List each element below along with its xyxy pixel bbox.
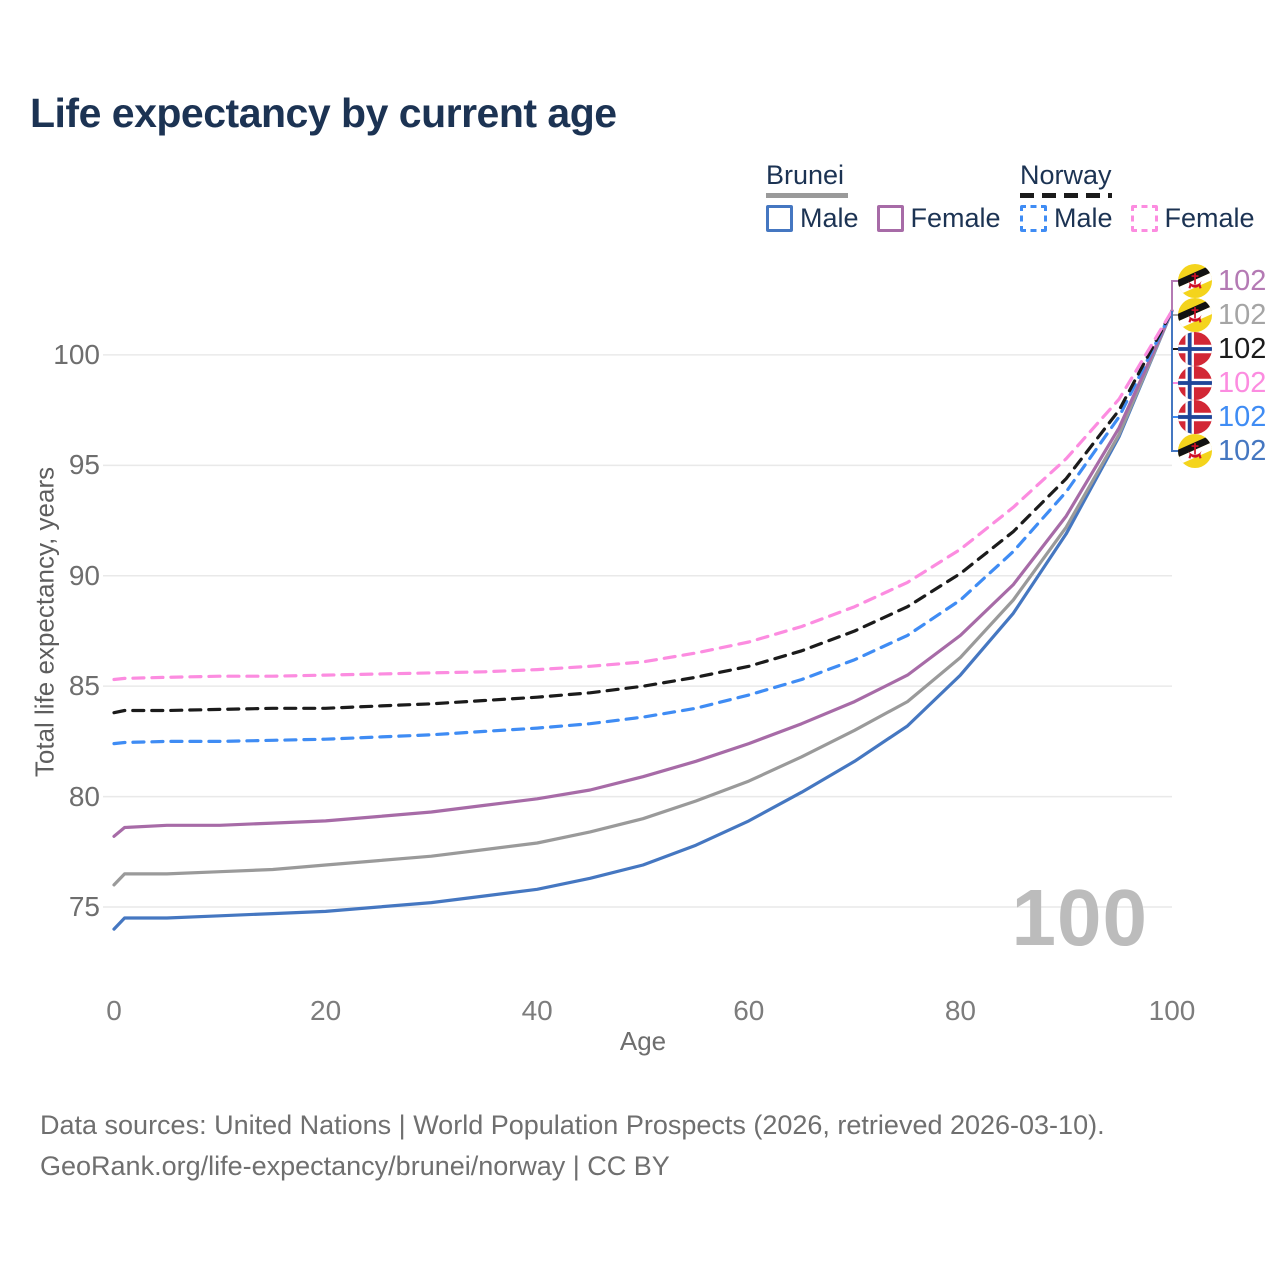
- legend-label-norway-female[interactable]: Female: [1164, 203, 1255, 233]
- legend-swatch-brunei-male[interactable]: [766, 205, 793, 232]
- legend-country-brunei[interactable]: Brunei: [766, 160, 845, 190]
- x-axis-title: Age: [619, 1026, 667, 1056]
- y-axis-title: Total life expectancy, years: [29, 466, 60, 778]
- brunei-flag-icon: [1178, 264, 1212, 298]
- legend-label-brunei-female[interactable]: Female: [910, 203, 1001, 233]
- legend-brunei-items: Male Female: [766, 203, 1001, 234]
- y-tick-75: 75: [68, 891, 100, 922]
- end-label-brunei-both-sexes: 102: [1178, 298, 1266, 332]
- norway-flag-icon: [1178, 332, 1212, 366]
- brunei-flag-icon: [1178, 298, 1212, 332]
- legend-label-brunei-male[interactable]: Male: [800, 203, 859, 233]
- end-label-norway-male: 102: [1178, 400, 1266, 434]
- x-tick-80: 80: [944, 995, 976, 1026]
- series-line-norway-both-sexes: [112, 309, 1174, 715]
- footer: Data sources: United Nations | World Pop…: [40, 1105, 1105, 1187]
- legend-norway-items: Male Female: [1020, 203, 1255, 234]
- x-tick-60: 60: [733, 995, 765, 1026]
- y-tick-85: 85: [68, 670, 100, 702]
- series-line-brunei-female: [112, 309, 1174, 838]
- footer-data-sources: Data sources: United Nations | World Pop…: [40, 1110, 1105, 1140]
- norway-flag-icon: [1178, 366, 1212, 400]
- legend-norway-line-swatch: [1020, 193, 1112, 198]
- y-tick-80: 80: [68, 780, 100, 812]
- legend-swatch-norway-female[interactable]: [1130, 205, 1158, 232]
- end-label-value: 102: [1218, 367, 1267, 399]
- end-label-connector-brunei-male: [1171, 311, 1178, 452]
- end-label-value: 102: [1218, 333, 1267, 365]
- brunei-flag-icon: [1178, 434, 1212, 468]
- end-label-value: 102: [1218, 265, 1267, 297]
- x-tick-20: 20: [310, 995, 342, 1026]
- end-label-connector-brunei-female: [1171, 280, 1178, 311]
- chart-title: Life expectancy by current age: [30, 90, 617, 136]
- y-tick-95: 95: [68, 449, 100, 481]
- series-line-brunei-both-sexes: [112, 309, 1174, 887]
- end-label-brunei-male: 102: [1178, 434, 1266, 468]
- x-tick-40: 40: [521, 995, 553, 1026]
- end-label-value: 102: [1218, 401, 1267, 433]
- norway-flag-icon: [1178, 400, 1212, 434]
- footer-attribution: GeoRank.org/life-expectancy/brunei/norwa…: [40, 1151, 670, 1181]
- x-tick-100: 100: [1148, 995, 1196, 1026]
- legend-brunei-line-swatch: [766, 193, 848, 198]
- end-label-value: 102: [1218, 299, 1267, 331]
- end-label-norway-female: 102: [1178, 366, 1266, 400]
- legend-country-norway[interactable]: Norway: [1020, 160, 1112, 190]
- x-tick-0: 0: [106, 995, 122, 1026]
- legend-label-norway-male[interactable]: Male: [1054, 203, 1113, 233]
- end-label-value: 102: [1218, 435, 1267, 467]
- end-label-brunei-female: 102: [1178, 264, 1266, 298]
- series-line-norway-male: [112, 309, 1174, 746]
- y-tick-90: 90: [68, 559, 100, 591]
- current-age-watermark: 100: [1011, 873, 1148, 962]
- legend-swatch-brunei-female[interactable]: [876, 205, 904, 232]
- y-tick-100: 100: [53, 338, 100, 370]
- legend-swatch-norway-male[interactable]: [1020, 205, 1047, 232]
- end-label-norway-both-sexes: 102: [1178, 332, 1266, 366]
- series-line-norway-female: [112, 309, 1174, 682]
- series-line-brunei-male: [112, 309, 1174, 931]
